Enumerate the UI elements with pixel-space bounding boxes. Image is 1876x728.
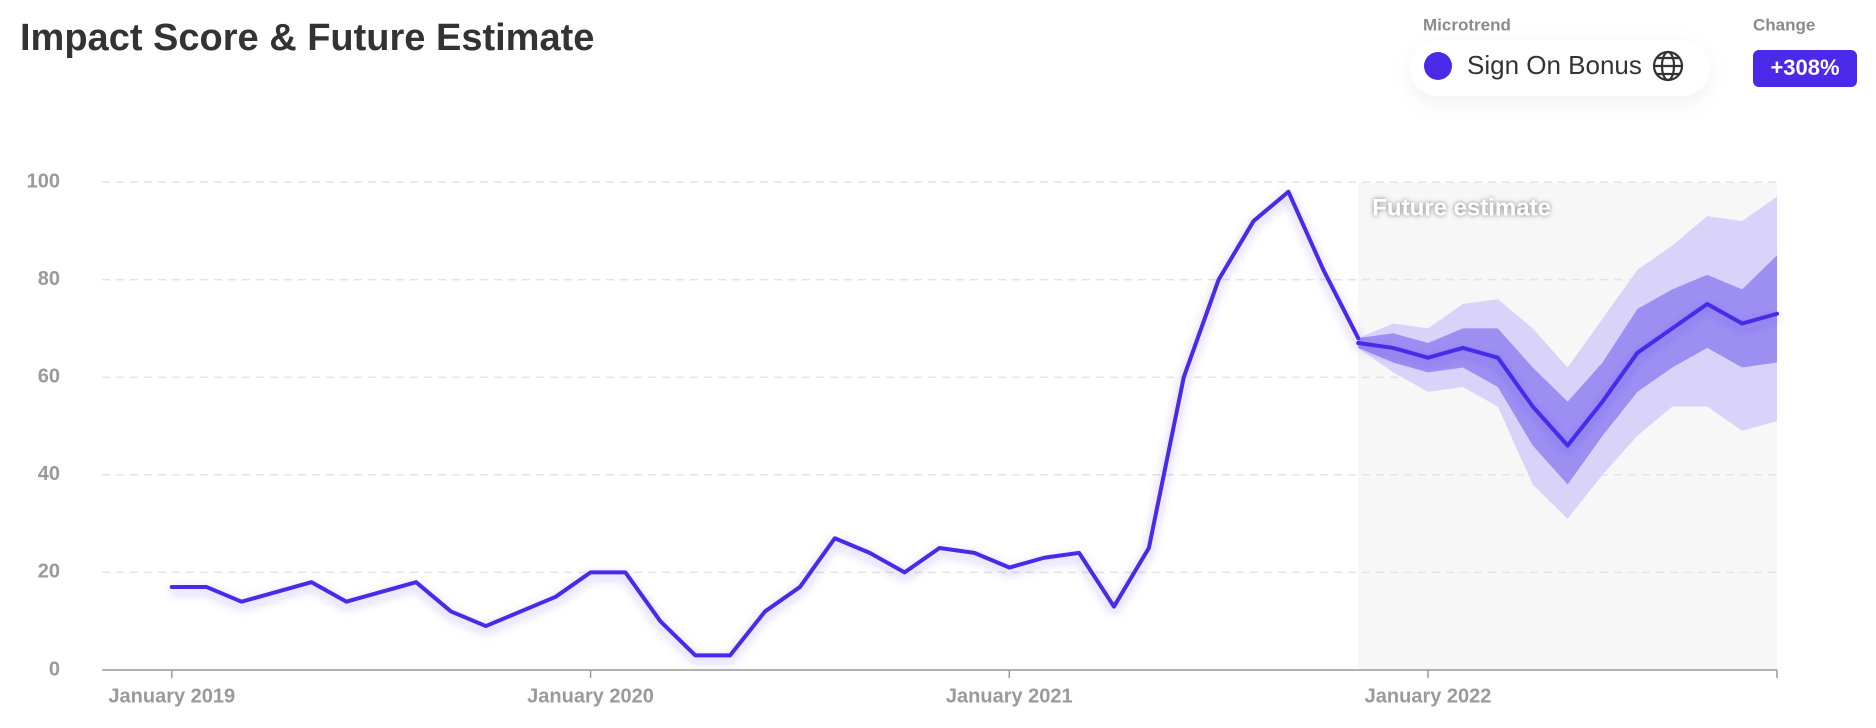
change-value: +308% <box>1770 55 1839 80</box>
series-line <box>169 189 1361 658</box>
chart-title: Impact Score & Future Estimate <box>20 17 594 59</box>
annotation: Future estimate <box>1372 194 1551 221</box>
outer-band <box>1358 196 1777 519</box>
y-tick-label: 100 <box>27 170 60 192</box>
x-tick-label: January 2021 <box>946 685 1073 707</box>
y-tick-label: 0 <box>49 658 60 680</box>
y-tick-label: 40 <box>38 463 60 485</box>
legend-label: Sign On Bonus <box>1467 50 1642 80</box>
change-badge <box>1753 50 1857 87</box>
change-title: Change <box>1753 15 1815 34</box>
legend-box <box>1410 40 1710 96</box>
legend-title: Microtrend <box>1423 15 1511 34</box>
legend-marker <box>1424 52 1452 80</box>
x-tick-label: January 2022 <box>1365 685 1492 707</box>
y-tick-label: 80 <box>38 268 60 290</box>
inner-band <box>1358 255 1777 485</box>
globe-icon <box>1652 50 1684 82</box>
y-tick-label: 20 <box>38 561 60 583</box>
x-tick-label: January 2019 <box>108 685 235 707</box>
x-tick-label: January 2020 <box>527 685 654 707</box>
y-tick-label: 60 <box>38 365 60 387</box>
forecast-line <box>1356 302 1779 448</box>
